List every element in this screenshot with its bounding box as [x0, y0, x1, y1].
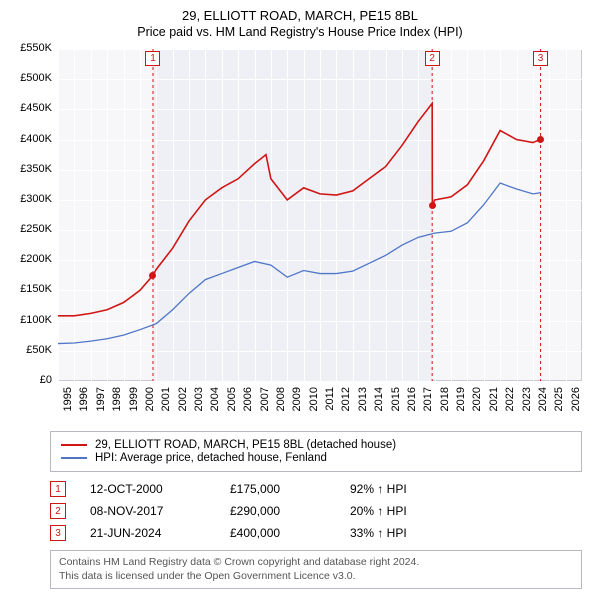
series-hpi — [58, 183, 541, 344]
sale-row: 1 12-OCT-2000£175,00092% ↑ HPI — [50, 478, 582, 500]
sale-marker-2: 2 — [425, 51, 440, 66]
sale-pct: 20% ↑ HPI — [350, 504, 450, 518]
sale-num-box: 3 — [50, 525, 66, 541]
sale-pct: 33% ↑ HPI — [350, 526, 450, 540]
sale-marker-3: 3 — [533, 51, 548, 66]
sale-price: £290,000 — [230, 504, 350, 518]
legend-item: HPI: Average price, detached house, Fenl… — [61, 452, 571, 464]
series-property — [58, 103, 541, 315]
footer-line2: This data is licensed under the Open Gov… — [59, 570, 573, 584]
chart-svg — [10, 45, 590, 425]
sale-row: 3 21-JUN-2024£400,00033% ↑ HPI — [50, 522, 582, 544]
sale-num-box: 2 — [50, 503, 66, 519]
sale-date: 08-NOV-2017 — [90, 504, 230, 518]
footer-line1: Contains HM Land Registry data © Crown c… — [59, 556, 573, 570]
sale-date: 12-OCT-2000 — [90, 482, 230, 496]
sales-table: 1 12-OCT-2000£175,00092% ↑ HPI 2 08-NOV-201… — [50, 478, 582, 544]
legend-item: 29, ELLIOTT ROAD, MARCH, PE15 8BL (detac… — [61, 439, 571, 451]
sale-price: £175,000 — [230, 482, 350, 496]
sale-num-box: 1 — [50, 481, 66, 497]
sale-price: £400,000 — [230, 526, 350, 540]
legend: 29, ELLIOTT ROAD, MARCH, PE15 8BL (detac… — [50, 431, 582, 472]
legend-swatch — [61, 457, 87, 459]
footer-attribution: Contains HM Land Registry data © Crown c… — [50, 550, 582, 589]
legend-swatch — [61, 444, 87, 446]
sale-date: 21-JUN-2024 — [90, 526, 230, 540]
legend-label: 29, ELLIOTT ROAD, MARCH, PE15 8BL (detac… — [95, 439, 396, 451]
chart-area: £0£50K£100K£150K£200K£250K£300K£350K£400… — [10, 45, 590, 425]
legend-label: HPI: Average price, detached house, Fenl… — [95, 452, 327, 464]
sale-pct: 92% ↑ HPI — [350, 482, 450, 496]
sale-marker-1: 1 — [145, 51, 160, 66]
chart-title: 29, ELLIOTT ROAD, MARCH, PE15 8BL — [10, 8, 590, 23]
sale-row: 2 08-NOV-2017£290,00020% ↑ HPI — [50, 500, 582, 522]
chart-subtitle: Price paid vs. HM Land Registry's House … — [10, 25, 590, 39]
